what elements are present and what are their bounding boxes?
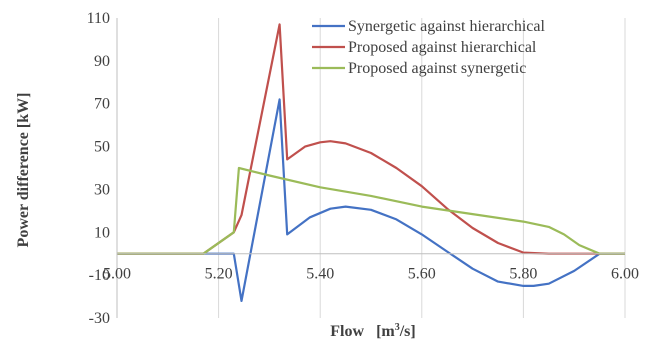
x-axis-title: Flow [m3/s] [330,322,415,340]
x-tick-label: 5.20 [205,266,233,283]
y-tick-label: -30 [89,310,110,327]
legend-label-3: Proposed against synergetic [348,60,526,77]
y-tick-label: 90 [94,53,110,70]
x-tick-label: 5.60 [408,266,436,283]
x-tick-label: 5.80 [509,266,537,283]
legend-label-2: Proposed against hierarchical [348,39,537,56]
y-tick-label: 110 [87,10,110,27]
y-tick-label: 10 [94,224,110,241]
legend-label-1: Synergetic against hierarchical [348,18,546,35]
x-axis-title-unit-sup: 3 [395,322,400,333]
y-tick-label: 50 [94,139,110,156]
x-axis-title-main: Flow [330,323,364,340]
y-axis-title: Power difference [kW] [15,93,32,248]
x-tick-label: 5.00 [103,266,131,283]
x-axis-title-unit-suffix: /s] [399,323,416,340]
series-line-2 [117,23,625,255]
x-tick-label: 6.00 [611,266,639,283]
y-tick-labels: -30 -10 10 30 50 70 90 110 [87,10,110,327]
y-tick-label: -10 [89,267,110,284]
x-tick-label: 5.40 [306,266,334,283]
series-line-3 [117,166,625,255]
axes [116,18,625,318]
y-tick-label: 30 [94,181,110,198]
legend: Synergetic against hierarchical Proposed … [312,18,546,77]
series-line-1 [117,98,625,302]
x-axis-title-unit: [m [376,323,395,340]
x-tick-labels: 5.00 5.20 5.40 5.60 5.80 6.00 [103,266,639,283]
y-tick-label: 70 [94,96,110,113]
